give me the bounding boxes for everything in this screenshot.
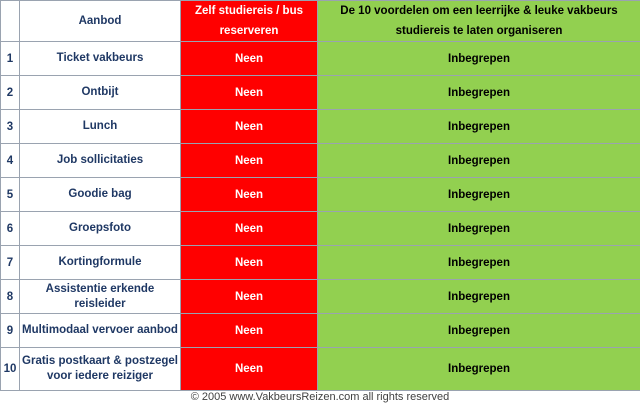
table-row: 8 Assistentie erkende reisleider Neen In… xyxy=(0,279,640,314)
header-organised-trip: De 10 voordelen om een leerrijke & leuke… xyxy=(317,0,640,42)
table-row: 4 Job sollicitaties Neen Inbegrepen xyxy=(0,143,640,178)
self-booking-value: Neen xyxy=(180,347,318,391)
header-number-cell xyxy=(0,0,20,42)
organised-trip-value: Inbegrepen xyxy=(317,75,640,110)
organised-trip-value: Inbegrepen xyxy=(317,211,640,246)
self-booking-value: Neen xyxy=(180,75,318,110)
organised-trip-value: Inbegrepen xyxy=(317,41,640,76)
row-number: 9 xyxy=(0,313,20,348)
offer-label: Ticket vakbeurs xyxy=(19,41,181,76)
header-row: Aanbod Zelf studiereis / bus reserveren … xyxy=(0,0,640,42)
table-row: 3 Lunch Neen Inbegrepen xyxy=(0,109,640,144)
offer-label: Ontbijt xyxy=(19,75,181,110)
offer-label: Groepsfoto xyxy=(19,211,181,246)
self-booking-value: Neen xyxy=(180,177,318,212)
self-booking-value: Neen xyxy=(180,143,318,178)
header-offer: Aanbod xyxy=(19,0,181,42)
table-row: 10 Gratis postkaart & postzegel voor ied… xyxy=(0,347,640,391)
table-row: 1 Ticket vakbeurs Neen Inbegrepen xyxy=(0,41,640,76)
organised-trip-value: Inbegrepen xyxy=(317,245,640,280)
comparison-table: Aanbod Zelf studiereis / bus reserveren … xyxy=(0,0,640,391)
copyright-footer: © 2005 www.VakbeursReizen.com all rights… xyxy=(190,390,450,403)
row-number: 3 xyxy=(0,109,20,144)
organised-trip-value: Inbegrepen xyxy=(317,143,640,178)
row-number: 6 xyxy=(0,211,20,246)
table-row: 2 Ontbijt Neen Inbegrepen xyxy=(0,75,640,110)
row-number: 4 xyxy=(0,143,20,178)
offer-label: Lunch xyxy=(19,109,181,144)
row-number: 5 xyxy=(0,177,20,212)
table-row: 9 Multimodaal vervoer aanbod Neen Inbegr… xyxy=(0,313,640,348)
offer-label: Goodie bag xyxy=(19,177,181,212)
offer-label: Multimodaal vervoer aanbod xyxy=(19,313,181,348)
offer-label: Gratis postkaart & postzegel voor iedere… xyxy=(19,347,181,391)
organised-trip-value: Inbegrepen xyxy=(317,177,640,212)
offer-label: Job sollicitaties xyxy=(19,143,181,178)
self-booking-value: Neen xyxy=(180,313,318,348)
header-self-booking: Zelf studiereis / bus reserveren xyxy=(180,0,318,42)
table-row: 6 Groepsfoto Neen Inbegrepen xyxy=(0,211,640,246)
organised-trip-value: Inbegrepen xyxy=(317,279,640,314)
self-booking-value: Neen xyxy=(180,245,318,280)
offer-label: Assistentie erkende reisleider xyxy=(19,279,181,314)
table-row: 5 Goodie bag Neen Inbegrepen xyxy=(0,177,640,212)
row-number: 1 xyxy=(0,41,20,76)
row-number: 2 xyxy=(0,75,20,110)
row-number: 8 xyxy=(0,279,20,314)
self-booking-value: Neen xyxy=(180,279,318,314)
self-booking-value: Neen xyxy=(180,211,318,246)
organised-trip-value: Inbegrepen xyxy=(317,313,640,348)
table-row: 7 Kortingformule Neen Inbegrepen xyxy=(0,245,640,280)
offer-label: Kortingformule xyxy=(19,245,181,280)
organised-trip-value: Inbegrepen xyxy=(317,109,640,144)
self-booking-value: Neen xyxy=(180,109,318,144)
organised-trip-value: Inbegrepen xyxy=(317,347,640,391)
row-number: 7 xyxy=(0,245,20,280)
self-booking-value: Neen xyxy=(180,41,318,76)
